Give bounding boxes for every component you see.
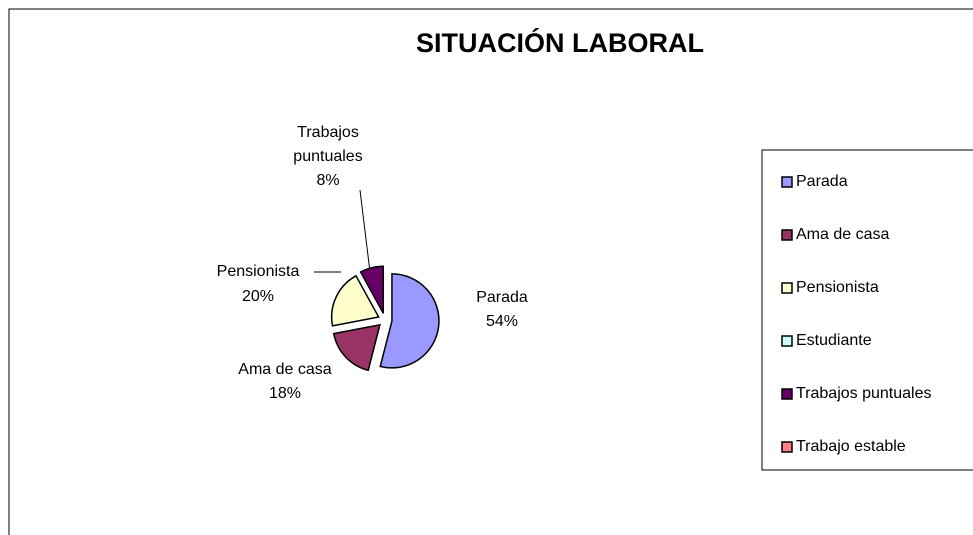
pie-slice <box>379 273 440 369</box>
legend-swatch <box>781 335 793 347</box>
legend-swatch <box>781 282 793 294</box>
legend-label: Ama de casa <box>796 226 889 243</box>
legend-box <box>761 149 973 471</box>
legend-label: Trabajos puntuales <box>796 385 932 402</box>
data-label-name: Parada <box>476 289 528 306</box>
legend-label: Pensionista <box>796 279 879 296</box>
legend-swatch <box>781 441 793 453</box>
legend-swatch <box>781 176 793 188</box>
data-label-value: 54% <box>486 313 518 330</box>
pie-slice <box>332 323 381 372</box>
data-label-name: Pensionista <box>217 263 300 280</box>
data-label-value: 8% <box>316 172 339 189</box>
pie-slice <box>330 274 380 327</box>
chart-title: SITUACIÓN LABORAL <box>416 27 704 58</box>
legend-label: Estudiante <box>796 332 872 349</box>
data-label-value: 20% <box>242 288 274 305</box>
legend-label: Trabajo estable <box>796 438 906 455</box>
data-label-name: Trabajos <box>297 124 359 141</box>
chart-border <box>8 8 973 535</box>
legend-label: Parada <box>796 173 848 190</box>
leader-line <box>359 189 371 273</box>
data-label-value: 18% <box>269 385 301 402</box>
legend-swatch <box>781 388 793 400</box>
data-label-name: Ama de casa <box>238 361 331 378</box>
legend-swatch <box>781 229 793 241</box>
pie-slice <box>359 265 385 314</box>
data-label-name: puntuales <box>293 148 362 165</box>
